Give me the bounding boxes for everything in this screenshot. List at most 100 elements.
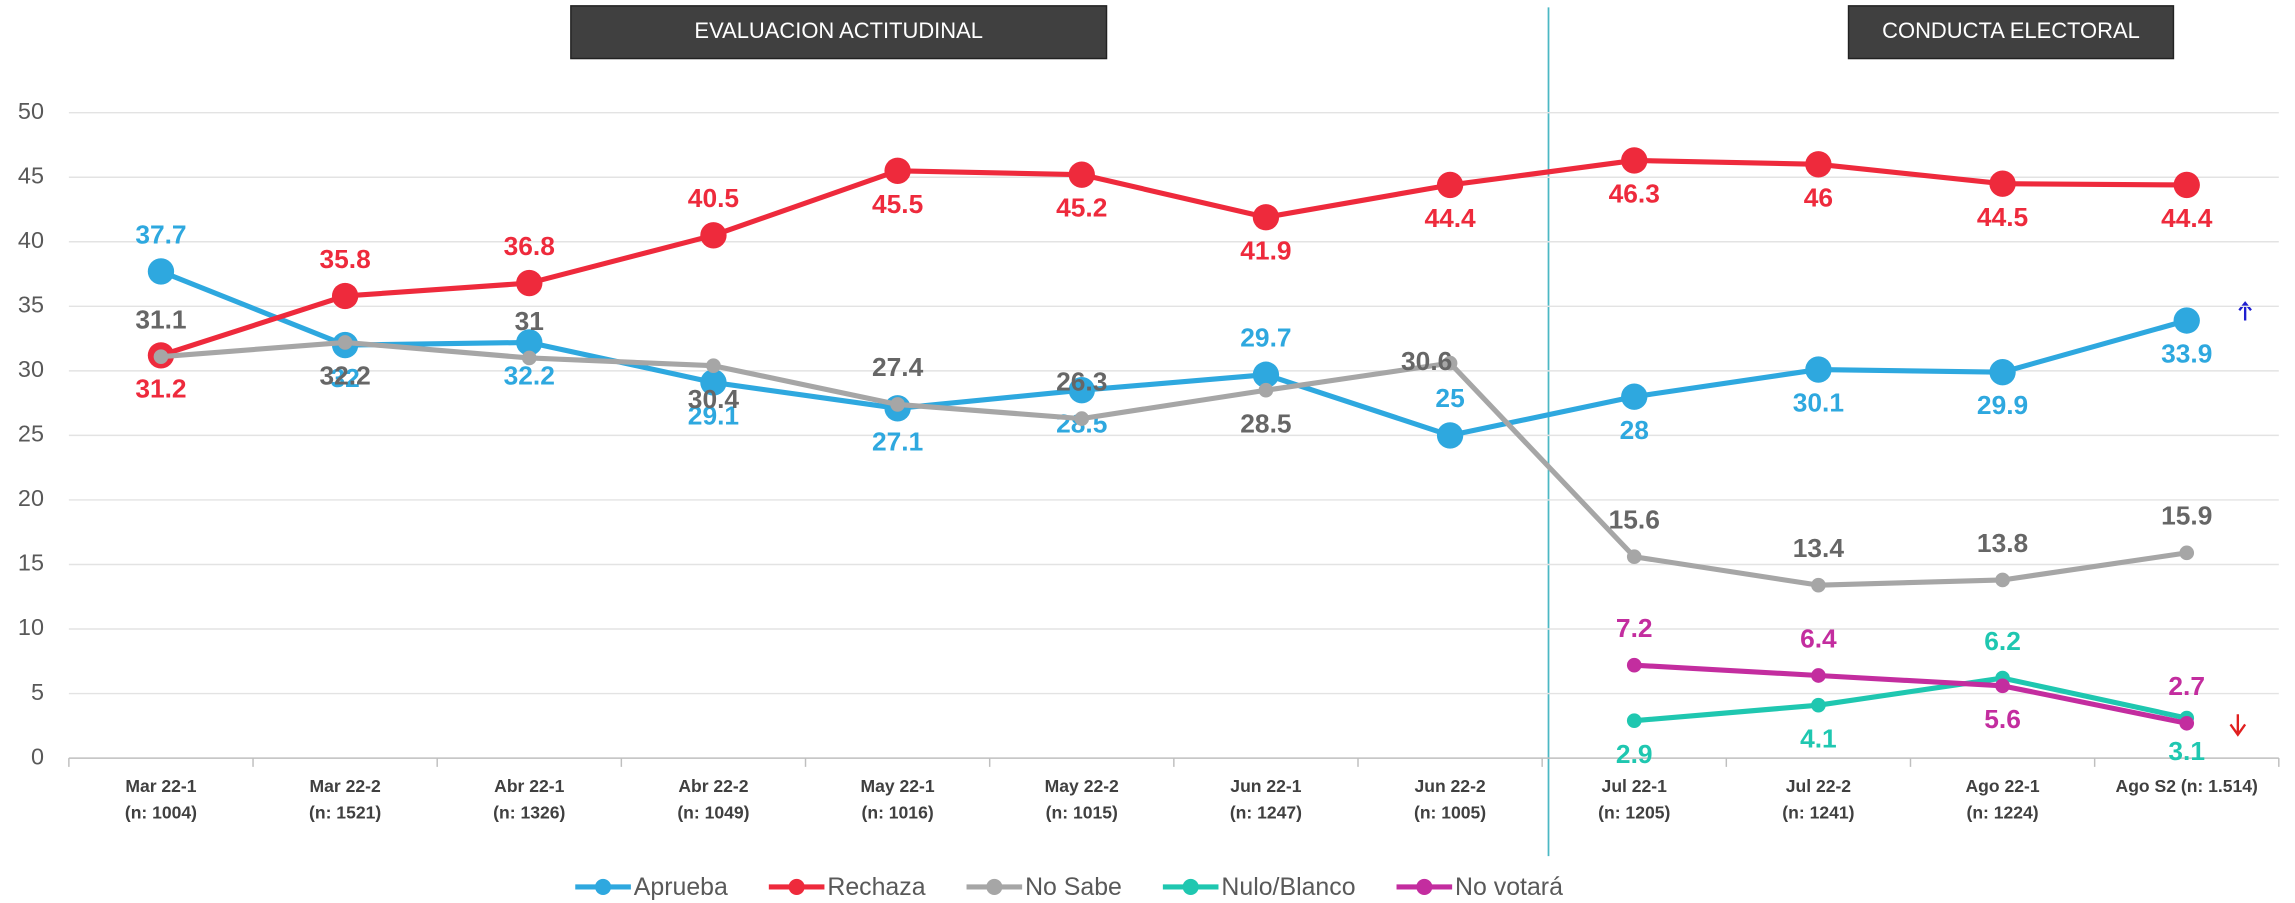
data-point	[1811, 697, 1826, 713]
data-point	[1989, 358, 2016, 386]
data-point	[2179, 715, 2195, 731]
data-point	[2173, 171, 2200, 199]
data-point	[2173, 307, 2200, 334]
header-label: CONDUCTA ELECTORAL	[1882, 18, 2140, 43]
header-label: EVALUACION ACTITUDINAL	[694, 18, 983, 43]
data-point	[516, 269, 543, 297]
x-tick-label: May 22-1	[861, 776, 935, 796]
data-label: 29.7	[1240, 323, 1291, 353]
data-label: 32.2	[504, 361, 555, 391]
data-label: 45.2	[1056, 193, 1107, 223]
x-tick-label: Mar 22-1	[125, 776, 196, 796]
series-line	[160, 269, 2188, 438]
data-point	[2179, 545, 2195, 561]
data-label: 15.9	[2161, 501, 2212, 531]
data-label: 46.3	[1609, 179, 1660, 209]
legend-marker	[986, 878, 1003, 895]
data-point	[700, 222, 727, 249]
legend-marker	[1182, 878, 1199, 895]
data-label: 26.3	[1056, 366, 1107, 396]
data-point	[1436, 422, 1464, 449]
data-label: 31.2	[135, 373, 186, 403]
legend-marker	[595, 878, 612, 895]
data-label: 44.4	[2161, 203, 2213, 233]
data-label: 44.5	[1977, 202, 2028, 232]
series-line	[1634, 662, 2188, 726]
y-tick-label: 30	[18, 356, 44, 382]
data-point	[706, 358, 721, 374]
data-label: 15.6	[1609, 505, 1660, 535]
x-tick-label: Ago S2 (n: 1.514)	[2116, 776, 2258, 796]
data-label: 7.2	[1616, 613, 1653, 643]
data-label: 41.9	[1240, 235, 1291, 265]
series-line	[160, 339, 2188, 588]
data-label: 13.8	[1977, 528, 2028, 558]
x-tick-label: (n: 1016)	[862, 802, 934, 822]
legend-label: Aprueba	[634, 873, 728, 901]
data-label: 29.9	[1977, 390, 2028, 420]
data-label: 27.4	[872, 352, 924, 382]
data-label: 45.5	[872, 189, 923, 219]
x-tick-label: (n: 1241)	[1782, 802, 1854, 822]
data-label: 13.4	[1793, 533, 1845, 563]
data-label: 36.8	[504, 231, 555, 261]
x-tick-label: Abr 22-1	[494, 776, 564, 796]
x-tick-label: (n: 1015)	[1046, 802, 1118, 822]
series-line	[1634, 675, 2188, 724]
data-point	[516, 329, 543, 356]
data-point	[331, 282, 359, 310]
x-tick-label: Mar 22-2	[310, 776, 381, 796]
data-label: 30.1	[1793, 388, 1844, 418]
data-point	[1252, 361, 1280, 388]
x-tick-label: Abr 22-2	[678, 776, 748, 796]
data-label: 31.1	[135, 304, 186, 334]
x-tick-label: Jul 22-2	[1786, 776, 1852, 796]
x-tick-label: Jun 22-2	[1414, 776, 1485, 796]
legend-label: Nulo/Blanco	[1221, 873, 1355, 901]
data-point	[1995, 678, 2010, 694]
data-point	[153, 349, 169, 364]
data-label: 2.9	[1616, 739, 1653, 769]
data-point	[1252, 204, 1280, 231]
x-tick-label: (n: 1326)	[493, 802, 565, 822]
x-tick-label: Ago 22-1	[1966, 776, 2040, 796]
data-point	[1811, 668, 1826, 683]
y-tick-label: 25	[18, 421, 44, 447]
data-point	[1626, 657, 1642, 673]
header-box	[1847, 5, 2175, 60]
legend-label: No votará	[1455, 873, 1563, 901]
legend-marker	[788, 878, 805, 895]
data-label: 25	[1435, 383, 1464, 413]
data-point	[1068, 161, 1095, 188]
data-point	[1995, 572, 2010, 588]
down-arrow	[2229, 714, 2247, 737]
x-tick-label: May 22-2	[1045, 776, 1119, 796]
up-arrow	[2238, 301, 2252, 321]
data-label: 33.9	[2161, 339, 2212, 369]
legend-label: No Sabe	[1025, 873, 1122, 901]
data-label: 46	[1804, 182, 1833, 212]
data-point	[1626, 713, 1642, 728]
x-tick-label: (n: 1224)	[1966, 802, 2038, 822]
x-tick-label: (n: 1521)	[309, 802, 381, 822]
data-label: 32	[330, 363, 359, 393]
legend-marker	[1416, 878, 1433, 895]
x-tick-label: (n: 1247)	[1230, 802, 1302, 822]
data-label: 40.5	[688, 183, 739, 213]
data-label: 6.4	[1800, 623, 1837, 653]
y-tick-label: 45	[18, 162, 44, 188]
data-point	[521, 350, 537, 366]
data-label: 27.1	[872, 426, 923, 456]
data-label: 5.6	[1984, 704, 2021, 734]
data-label: 28	[1620, 415, 1649, 445]
legend-label: Rechaza	[827, 873, 925, 901]
data-point	[1258, 382, 1274, 398]
data-point	[1436, 171, 1464, 199]
series-line	[160, 157, 2187, 358]
data-point	[147, 258, 175, 285]
data-label: 35.8	[319, 244, 370, 274]
data-point	[1442, 355, 1458, 371]
y-tick-label: 40	[18, 227, 44, 253]
x-tick-label: (n: 1004)	[125, 802, 197, 822]
data-point	[700, 369, 727, 396]
